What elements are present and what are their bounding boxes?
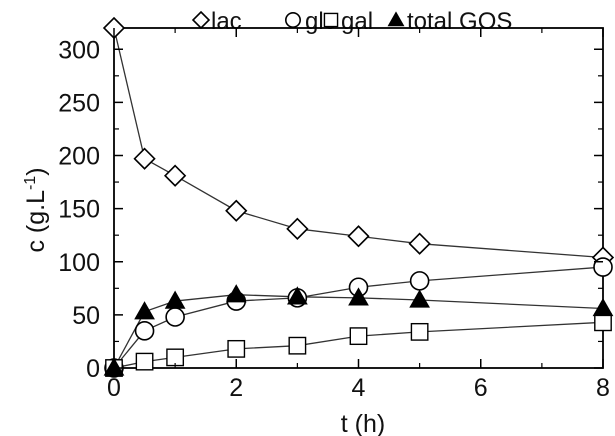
y-axis-label-main: c (g.L xyxy=(22,190,50,253)
y-tick-label: 50 xyxy=(72,302,100,330)
data-point-gal xyxy=(288,336,307,355)
data-point-gal xyxy=(227,339,246,358)
data-point-total-gos xyxy=(409,289,430,308)
y-tick-label: 100 xyxy=(58,249,100,277)
data-point-total-gos xyxy=(287,286,308,305)
data-point-gal xyxy=(349,327,368,346)
legend-marker-gal xyxy=(323,12,339,28)
series-markers xyxy=(102,16,615,378)
data-point-lac xyxy=(286,217,309,240)
x-tick-label: 8 xyxy=(596,374,610,402)
data-point-total-gos xyxy=(592,297,614,317)
series-lines xyxy=(113,27,604,369)
data-point-gal xyxy=(594,313,612,332)
data-point-glc xyxy=(593,257,613,277)
y-axis-label: c (g.L-1) xyxy=(22,167,50,252)
data-point-total-gos xyxy=(164,290,186,309)
y-tick-label: 0 xyxy=(86,355,100,383)
x-axis-label: t (h) xyxy=(341,410,385,436)
chart-legend: lac glc gal total GOS xyxy=(191,8,512,35)
data-point-total-gos xyxy=(134,301,155,320)
data-point-glc xyxy=(409,271,430,291)
plot-frame xyxy=(113,27,604,369)
data-point-gal xyxy=(135,352,154,371)
data-point-lac xyxy=(163,164,187,187)
data-point-lac xyxy=(347,225,370,248)
legend-label-lac: lac xyxy=(211,8,242,35)
y-tick-label: 250 xyxy=(58,89,100,117)
x-tick-label: 2 xyxy=(229,374,243,402)
data-point-gal xyxy=(410,322,429,341)
data-point-lac xyxy=(133,147,156,170)
series-line-lac xyxy=(113,27,604,259)
data-point-lac xyxy=(225,199,248,222)
legend-marker-lac xyxy=(191,10,211,30)
legend-marker-glc xyxy=(284,12,301,28)
x-tick-label: 0 xyxy=(107,374,121,402)
y-axis-label-superscript: -1 xyxy=(22,176,39,190)
x-tick-label: 6 xyxy=(474,374,488,402)
plot-border xyxy=(113,27,604,369)
legend-marker-total-gos xyxy=(387,11,405,27)
y-axis-label-close: ) xyxy=(22,167,50,175)
series-line-total-gos xyxy=(113,294,604,369)
data-point-total-gos xyxy=(348,287,369,306)
data-point-total-gos xyxy=(225,284,247,303)
legend-label-gal: gal xyxy=(341,8,373,35)
legend-label-total-gos: total GOS xyxy=(407,8,512,35)
axis-ticks: 0 2 4 6 8 0 50 100 150 200 250 300 xyxy=(58,28,610,402)
data-point-lac xyxy=(408,232,431,255)
x-tick-label: 4 xyxy=(352,374,366,402)
data-point-glc xyxy=(134,321,155,341)
data-point-glc xyxy=(165,307,185,327)
y-tick-label: 300 xyxy=(58,36,100,64)
y-tick-label: 200 xyxy=(58,143,100,171)
y-tick-label: 150 xyxy=(58,196,100,224)
